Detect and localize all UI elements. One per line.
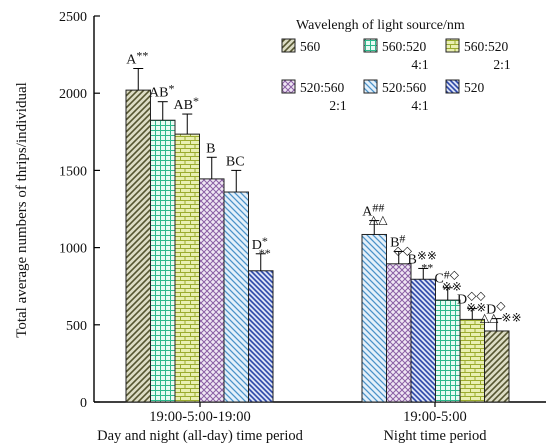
bar-annotation: A** xyxy=(126,48,148,67)
legend-sublabel: 4:1 xyxy=(411,57,428,72)
bar xyxy=(199,178,225,403)
bar xyxy=(410,278,436,403)
bar xyxy=(484,330,510,403)
legend-label: 560:520 xyxy=(464,39,509,54)
bar-annotation: D* xyxy=(252,234,268,253)
x-group-sublabel: Day and night (all-day) time period xyxy=(97,428,304,444)
bar xyxy=(361,233,387,403)
bar-annotation: B xyxy=(206,141,215,156)
legend-sublabel: 4:1 xyxy=(411,98,428,113)
bar-annotation: BC xyxy=(226,154,245,169)
bar-annotation-marks: ** xyxy=(421,260,433,274)
legend-label: 560:520 xyxy=(382,39,427,54)
bar xyxy=(150,119,176,403)
legend-label: 520:560 xyxy=(300,80,345,95)
y-axis-title: Total average numbers of thrips/individu… xyxy=(14,82,30,338)
bar-annotation-marks: △△ ※※ xyxy=(480,311,522,325)
bars-layer xyxy=(125,67,510,403)
legend-swatch xyxy=(363,38,378,53)
bar-annotation: C#◇ xyxy=(434,268,459,287)
bar-annotation-marks: ※※ xyxy=(442,280,462,294)
legend-swatch xyxy=(445,38,460,53)
bar xyxy=(125,89,151,403)
y-tick-label: 1000 xyxy=(59,242,87,257)
legend-label: 520 xyxy=(464,80,485,95)
x-group-label: 19:00-5:00 xyxy=(403,409,467,425)
legend-sublabel: 2:1 xyxy=(329,98,346,113)
bar xyxy=(435,299,461,403)
axes: 0 500 1000 1500 2000 2500 19:00-5:00-19:00 Day … xyxy=(59,10,546,444)
bar-annotation-marks: ** xyxy=(259,246,271,260)
bar-annotation: B※※ xyxy=(408,248,437,267)
legend-swatch xyxy=(281,38,296,53)
bar-annotation: B# xyxy=(390,231,405,250)
legend-label: 520:560 xyxy=(382,80,427,95)
y-tick-label: 2000 xyxy=(59,87,87,102)
x-group-sublabel: Night time period xyxy=(383,428,487,444)
bar xyxy=(223,191,249,403)
bar xyxy=(248,270,274,403)
bar-annotation: D◇◇ xyxy=(457,289,486,308)
bar-annotation: AB* xyxy=(149,82,174,101)
bar-annotation: D◇ xyxy=(486,299,506,318)
legend: Wavelengh of light source/nm 560 560:520 4:… xyxy=(281,18,511,113)
bar-annotation-marks: ※※ xyxy=(466,301,486,315)
legend-sublabel: 2:1 xyxy=(493,57,510,72)
bar-annotation: A## xyxy=(362,201,384,220)
bar xyxy=(386,263,412,403)
y-tick-label: 2500 xyxy=(59,10,87,25)
bar xyxy=(174,133,200,403)
legend-swatch xyxy=(363,79,378,94)
y-tick-label: 0 xyxy=(80,396,87,411)
legend-swatch xyxy=(281,79,296,94)
legend-label: 560 xyxy=(300,39,321,54)
legend-title: Wavelengh of light source/nm xyxy=(296,18,465,33)
bar-annotation-marks: ◇◇ xyxy=(394,243,413,257)
bar-annotation: AB* xyxy=(174,94,199,113)
bar xyxy=(459,318,485,403)
bar-annotation-marks: △△ xyxy=(369,213,388,227)
legend-swatch xyxy=(445,79,460,94)
bar-annotations-layer: A**AB*AB*BBCD***A##△△B#◇◇B※※**C#◇※※D◇◇※※… xyxy=(126,48,521,324)
y-tick-label: 500 xyxy=(66,319,87,334)
y-tick-label: 1500 xyxy=(59,164,87,179)
x-group-label: 19:00-5:00-19:00 xyxy=(149,409,251,425)
